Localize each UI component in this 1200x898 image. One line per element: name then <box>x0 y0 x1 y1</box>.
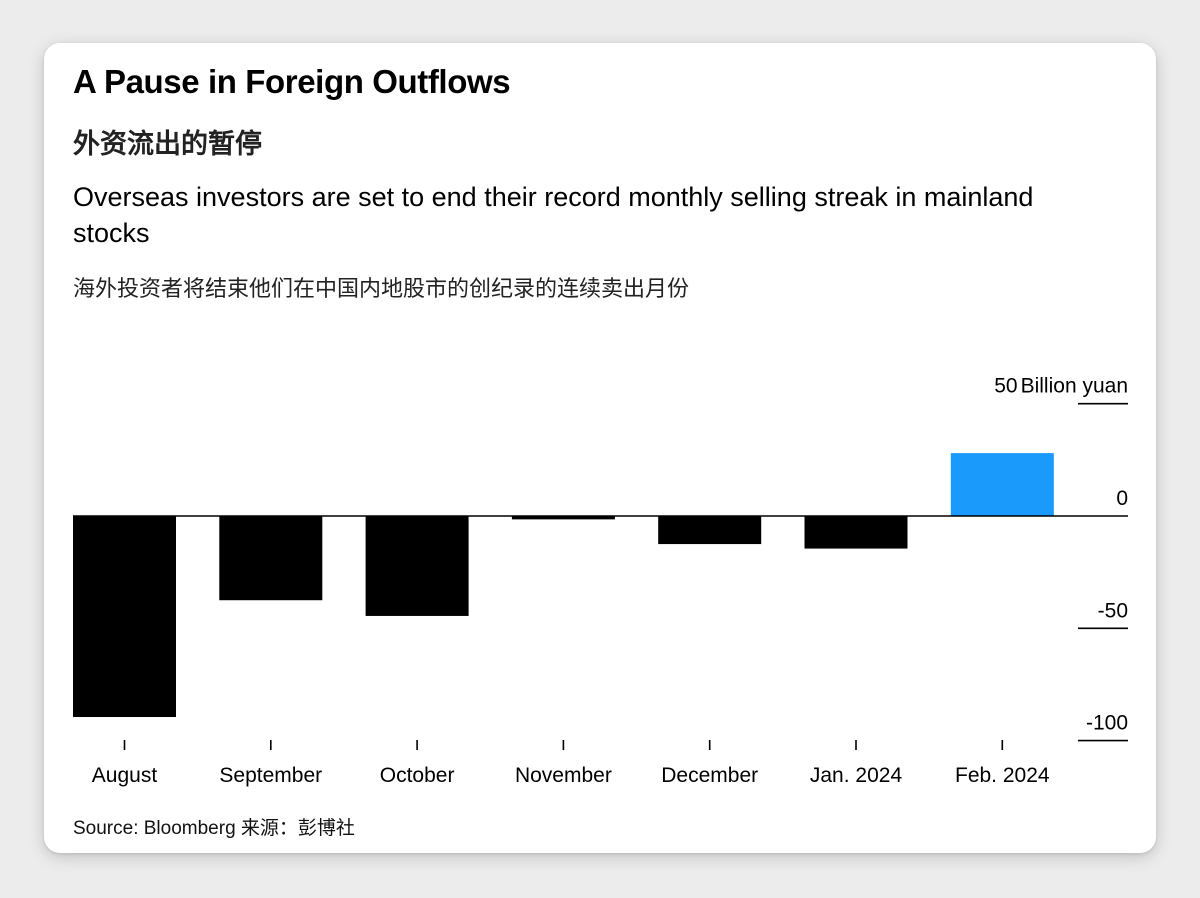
bar-september <box>219 516 323 601</box>
bar-jan-2024 <box>804 516 908 549</box>
x-tick-label: August <box>92 764 158 787</box>
x-tick-label: Feb. 2024 <box>955 764 1050 787</box>
y-tick-label: -50 <box>1098 599 1128 622</box>
y-axis-unit: Billion yuan <box>1021 375 1128 398</box>
chart-title: A Pause in Foreign Outflows <box>73 63 511 100</box>
bar-october <box>365 516 469 616</box>
bar-november <box>511 516 615 520</box>
x-tick-label: November <box>515 764 612 787</box>
chart-card: A Pause in Foreign Outflows 外资流出的暂停 Over… <box>44 43 1156 853</box>
bar-chart: 50 Billion yuan 0 -50 -100 August September Oct… <box>73 375 1128 787</box>
x-tick-label: Jan. 2024 <box>810 764 903 787</box>
y-tick-value: 50 <box>994 375 1017 398</box>
bar-december <box>658 516 762 545</box>
chart-subtitle: Overseas investors are set to end their … <box>73 182 1034 248</box>
x-tick-label: September <box>219 764 322 787</box>
source-note: Source: Bloomberg 来源：彭博社 <box>73 818 355 839</box>
y-tick-label: -100 <box>1086 712 1128 735</box>
chart-subtitle-chinese: 海外投资者将结束他们在中国内地股市的创纪录的连续卖出月份 <box>73 276 690 301</box>
bar-august <box>73 516 176 718</box>
y-tick-label: 0 <box>1116 487 1128 510</box>
chart-title-chinese: 外资流出的暂停 <box>73 129 262 159</box>
y-tick-label: 50 Billion yuan <box>994 375 1128 398</box>
x-tick-label: October <box>380 764 455 787</box>
bar-feb-2024 <box>950 453 1054 516</box>
x-tick-label: December <box>661 764 758 787</box>
